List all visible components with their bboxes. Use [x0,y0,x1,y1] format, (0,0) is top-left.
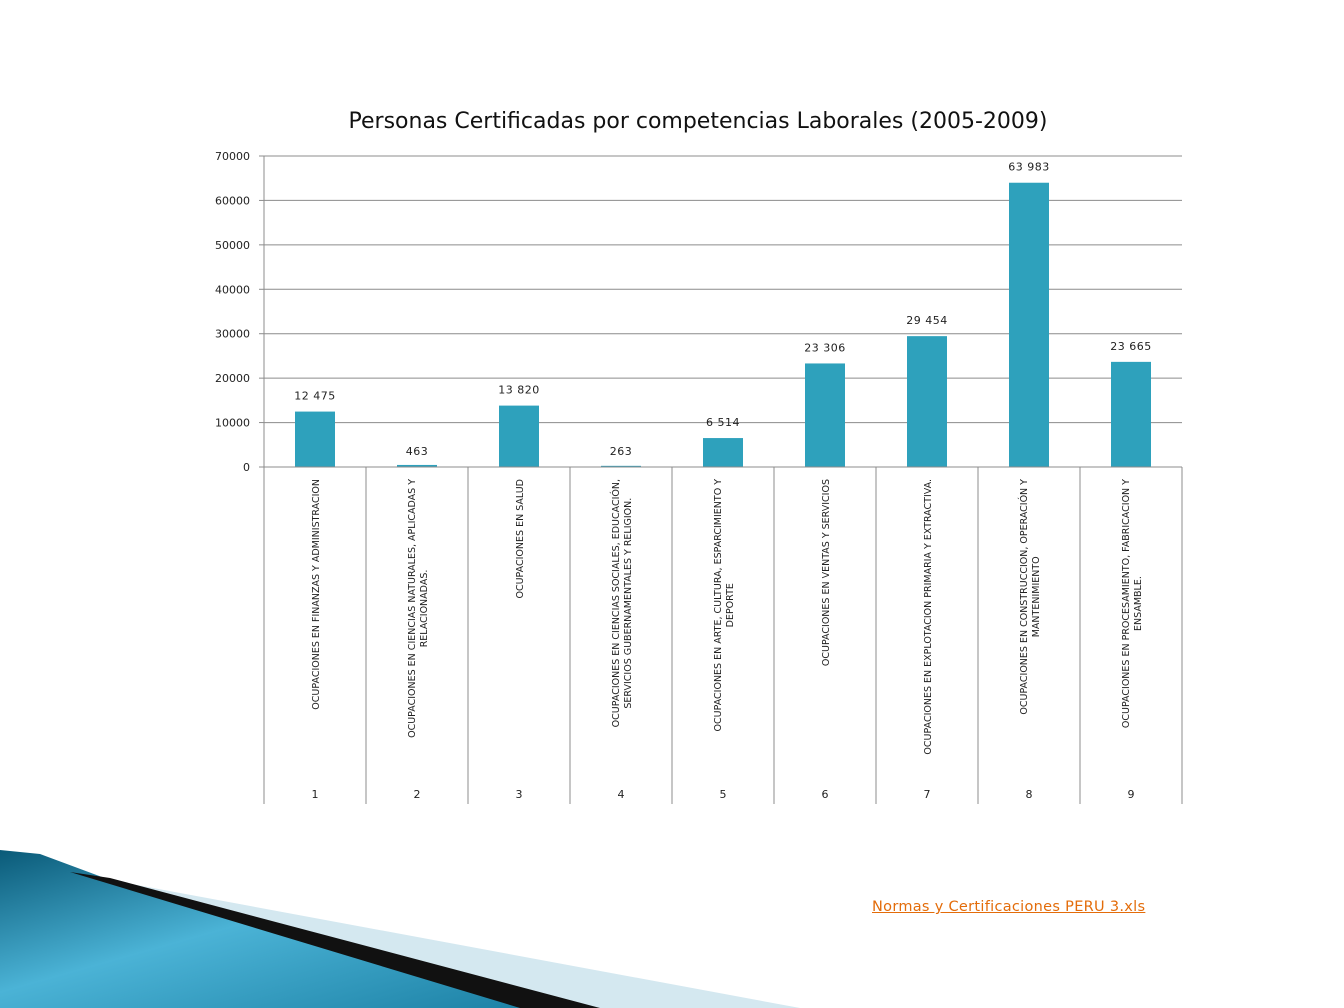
category-label: DEPORTE [725,583,736,627]
data-labels: 12 475 463 13 820 263 6 514 23 306 29 454 63 98… [294,161,1152,458]
category-label: MANTENIMIENTO [1031,556,1042,637]
y-tick-label: 10000 [215,417,250,430]
decorative-swoosh [0,850,800,1008]
file-link[interactable]: Normas y Certificaciones PERU 3.xls [872,899,1146,915]
y-axis-ticks: 0 10000 20000 30000 40000 50000 60000 70000 [215,150,264,474]
category-index: 6 [822,788,829,801]
category-table: OCUPACIONES EN FINANZAS Y ADMINISTRACION… [263,466,1183,804]
category-index: 1 [312,788,319,801]
data-label: 13 820 [498,384,540,397]
bar [703,438,743,467]
category-index: 8 [1026,788,1033,801]
category-index: 7 [924,788,931,801]
y-tick-label: 20000 [215,372,250,385]
y-tick-label: 0 [243,461,250,474]
category-label: OCUPACIONES EN VENTAS Y SERVICIOS [821,479,832,666]
y-tick-label: 60000 [215,194,250,207]
category-index: 4 [618,788,625,801]
y-tick-label: 50000 [215,239,250,252]
category-label: OCUPACIONES EN CONSTRUCCION, OPERACIÓN Y [1018,479,1030,715]
category-label: ENSAMBLE. [1133,576,1144,631]
y-tick-label: 40000 [215,283,250,296]
category-label: OCUPACIONES EN CIENCIAS NATURALES, APLIC… [407,479,418,738]
data-label: 63 983 [1008,161,1050,174]
category-label: OCUPACIONES EN EXPLOTACION PRIMARIA Y EX… [923,479,934,755]
category-index: 5 [720,788,727,801]
category-index: 9 [1128,788,1135,801]
chart-title: Personas Certificadas por competencias L… [349,109,1048,134]
category-label: OCUPACIONES EN ARTE, CULTURA, ESPARCIMIE… [713,479,724,732]
bar [805,363,845,467]
category-index: 2 [414,788,421,801]
data-label: 263 [610,445,633,458]
bar [1111,361,1151,467]
bar [397,464,437,467]
category-label: OCUPACIONES EN SALUD [515,479,526,599]
data-label: 29 454 [906,314,948,327]
bar [499,405,539,467]
data-label: 6 514 [706,416,740,429]
bar [601,465,641,467]
data-label: 12 475 [294,390,336,403]
category-label: OCUPACIONES EN FINANZAS Y ADMINISTRACION [311,479,322,710]
bar [1009,182,1049,467]
bar [907,336,947,467]
category-label: RELACIONADAS. [419,570,430,648]
category-label: OCUPACIONES EN CIENCIAS SOCIALES, EDUCAC… [610,479,622,727]
category-index: 3 [516,788,523,801]
y-tick-label: 30000 [215,328,250,341]
data-label: 23 665 [1110,340,1152,353]
data-label: 463 [406,445,429,458]
grid-lines [263,155,1182,467]
bar [295,411,335,467]
bars [295,182,1151,467]
category-label: SERVICIOS GUBERNAMENTALES Y RELIGION. [623,498,634,709]
data-label: 23 306 [804,341,846,354]
category-label: OCUPACIONES EN PROCESAMIENTO, FABRICACIO… [1121,479,1132,728]
y-tick-label: 70000 [215,150,250,163]
